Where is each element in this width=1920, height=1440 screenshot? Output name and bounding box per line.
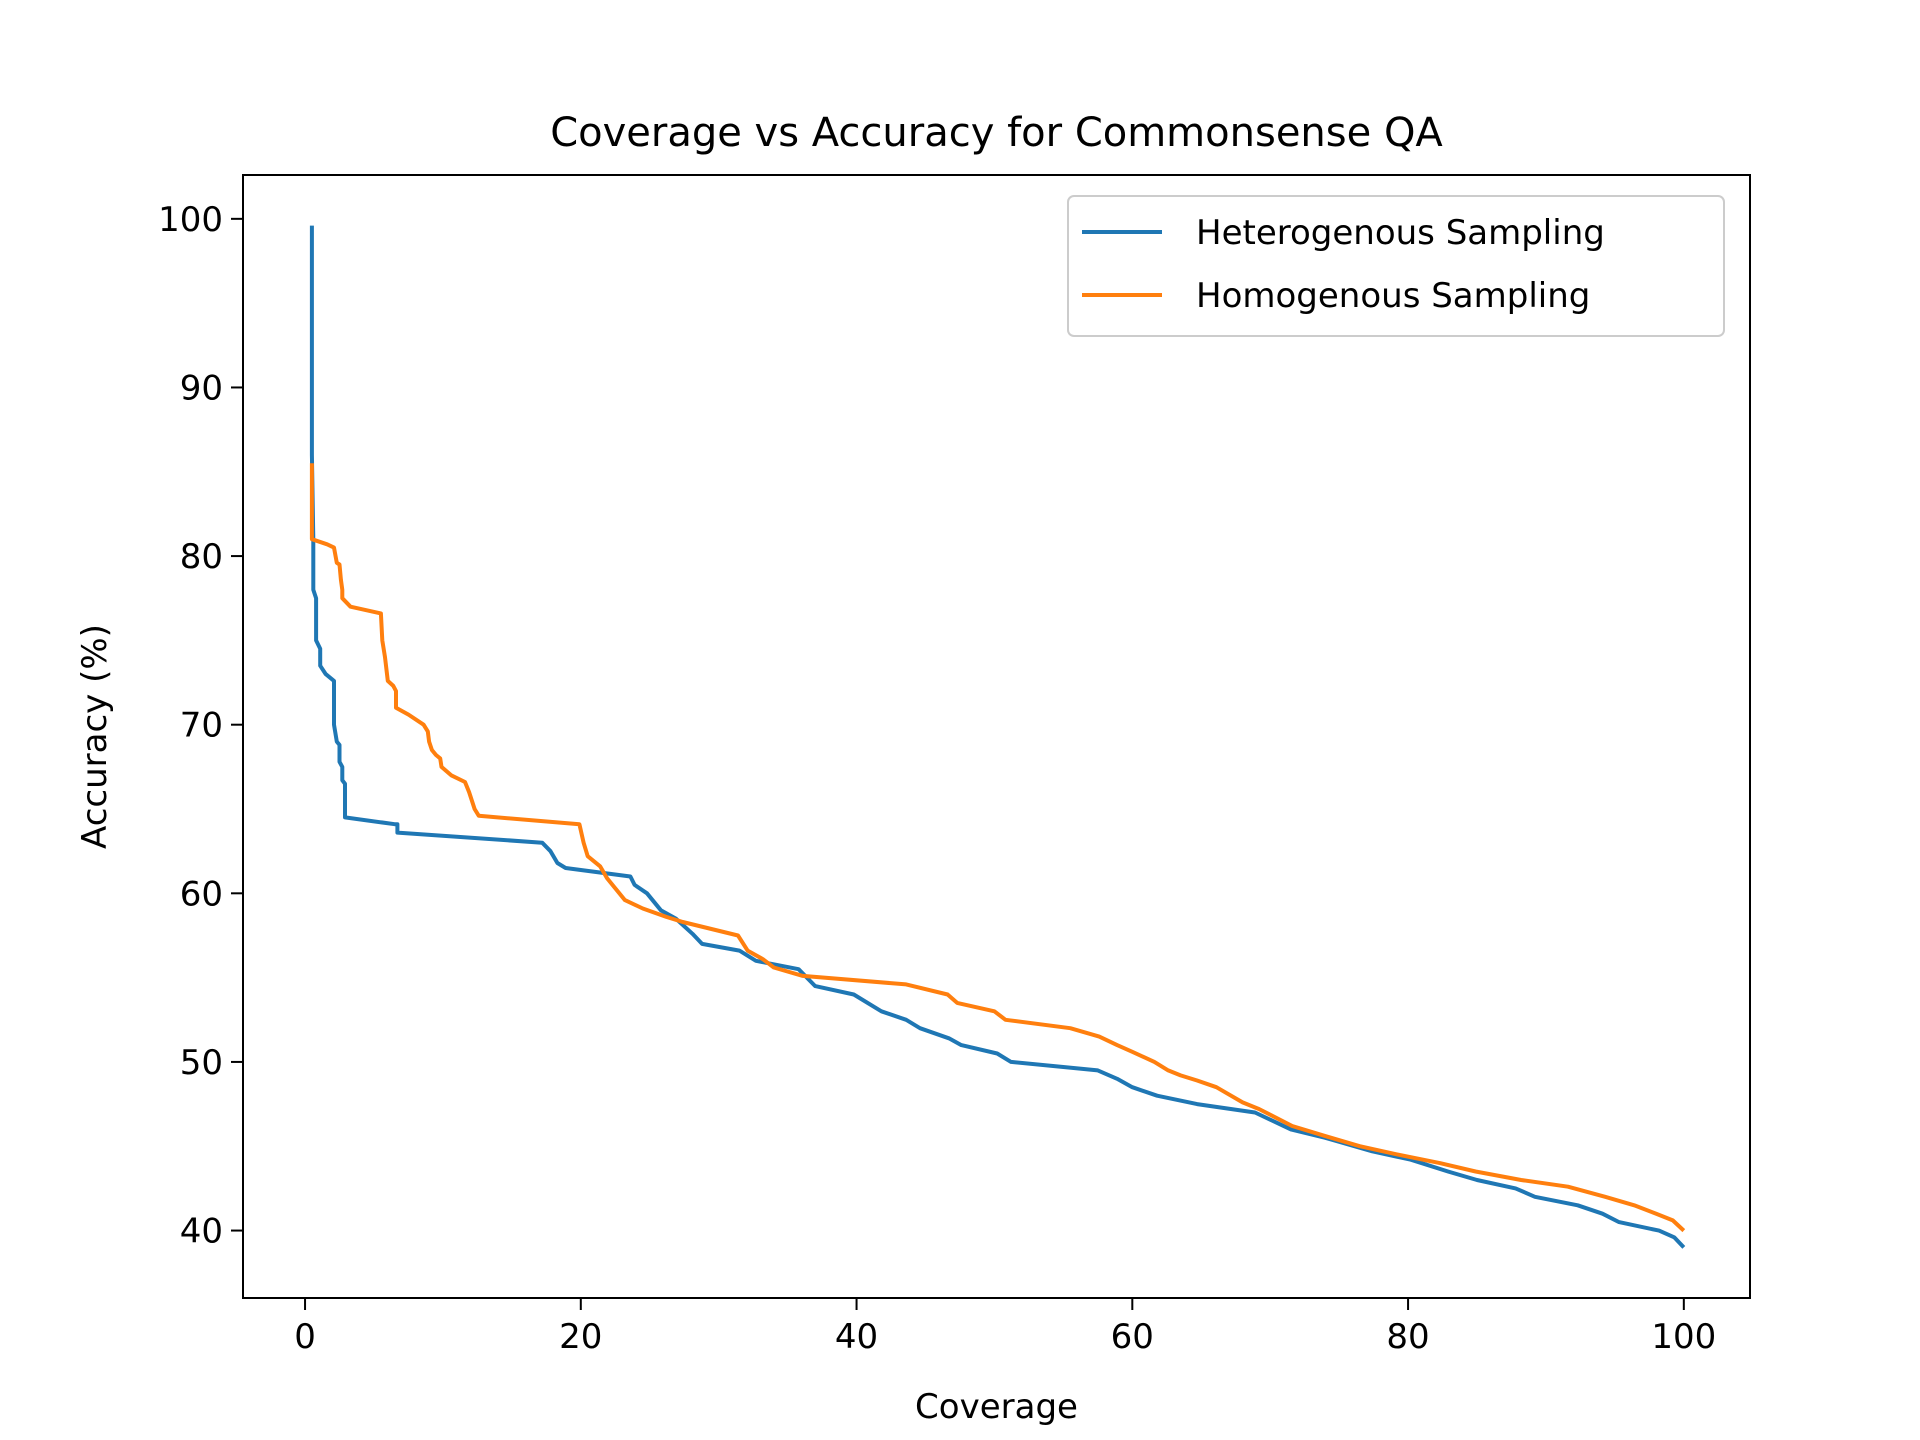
x-axis: 0 20 40 60 80 100: [294, 1298, 1716, 1357]
y-tick-label: 50: [180, 1043, 223, 1083]
plot-area: [309, 225, 1686, 1249]
legend: Heterogenous Sampling Homogenous Sampling: [1067, 195, 1725, 337]
y-tick-label: 60: [180, 874, 223, 914]
x-tick-label: 40: [835, 1317, 878, 1357]
legend-label: Homogenous Sampling: [1196, 276, 1590, 316]
chart-title: Coverage vs Accuracy for Commonsense QA: [550, 110, 1443, 156]
legend-label: Heterogenous Sampling: [1196, 213, 1605, 253]
y-tick-label: 70: [180, 706, 223, 746]
y-tick-label: 80: [180, 537, 223, 577]
plot-frame: [242, 174, 1751, 1299]
x-tick-label: 100: [1651, 1317, 1716, 1357]
y-tick-label: 100: [158, 200, 223, 240]
x-axis-label: Coverage: [915, 1387, 1078, 1427]
series-line-2: [309, 463, 1686, 1233]
series-line-1: [309, 225, 1686, 1249]
x-tick-label: 60: [1111, 1317, 1154, 1357]
x-tick-label: 0: [294, 1317, 316, 1357]
x-tick-label: 80: [1386, 1317, 1429, 1357]
y-tick-label: 40: [180, 1212, 223, 1252]
y-axis: 40 50 60 70 80 90 100: [158, 200, 243, 1252]
y-tick-label: 90: [180, 368, 223, 408]
y-axis-label: Accuracy (%): [75, 624, 115, 849]
x-tick-label: 20: [559, 1317, 602, 1357]
legend-box: [1067, 195, 1725, 337]
